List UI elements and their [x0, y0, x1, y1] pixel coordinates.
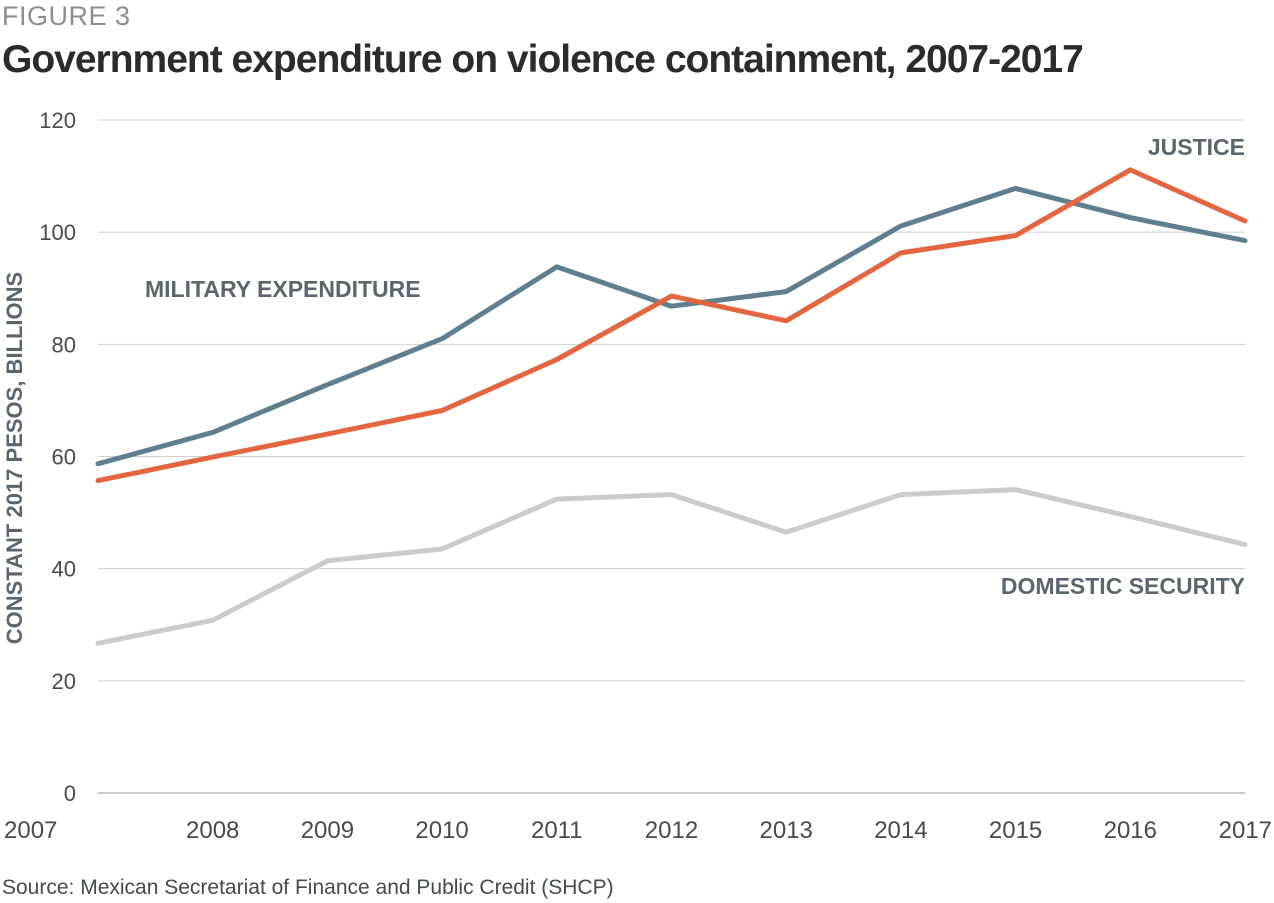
x-tick-label: 2009 [301, 817, 354, 844]
series-label: JUSTICE [1148, 134, 1245, 160]
series-labels: MILITARY EXPENDITURE JUSTICE DOMESTIC SECU… [145, 134, 1245, 599]
figure-label: FIGURE 3 [2, 1, 131, 31]
series-line-0 [95, 185, 1248, 467]
y-tick-label: 0 [64, 781, 76, 806]
x-tick-label: 2015 [989, 817, 1042, 844]
x-tick-label: 2013 [760, 817, 813, 844]
series-lines [95, 167, 1248, 646]
y-tick-label: 60 [52, 445, 76, 470]
x-tick-label: 2010 [415, 817, 468, 844]
series-line-1 [95, 167, 1248, 484]
x-tick-label: 2007 [4, 817, 57, 844]
x-tick-label: 2011 [531, 817, 583, 844]
x-tick-label: 2014 [874, 817, 927, 844]
series-label: DOMESTIC SECURITY [1001, 573, 1245, 599]
x-tick-label: 2017 [1219, 817, 1272, 844]
y-tick-label: 100 [39, 220, 76, 245]
chart-title: Government expenditure on violence conta… [2, 38, 1084, 81]
x-tick-label: 2012 [645, 817, 698, 844]
x-tick-labels: 2007 2008 2009 2010 2011 2012 2013 2014 2015 2016… [4, 817, 1272, 844]
series-line-2 [95, 487, 1248, 646]
source-note: Source: Mexican Secretariat of Finance a… [2, 876, 614, 899]
y-tick-label: 40 [52, 557, 76, 582]
x-tick-label: 2016 [1104, 817, 1157, 844]
series-label: MILITARY EXPENDITURE [145, 276, 421, 302]
y-tick-labels: 0 20 40 60 80 100 120 [39, 108, 76, 806]
y-tick-label: 120 [39, 108, 76, 133]
x-tick-label: 2008 [186, 817, 239, 844]
y-tick-label: 20 [52, 669, 76, 694]
gridlines [98, 119, 1245, 794]
y-tick-label: 80 [52, 332, 76, 357]
y-axis-label: CONSTANT 2017 PESOS, BILLIONS [2, 272, 27, 644]
